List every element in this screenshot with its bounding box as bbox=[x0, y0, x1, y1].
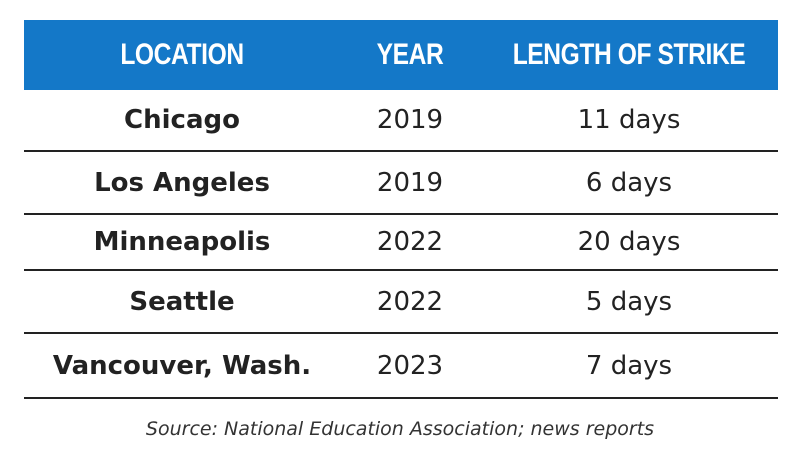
location-cell: Los Angeles bbox=[94, 167, 270, 198]
table-row: Los Angeles 2019 6 days bbox=[24, 152, 778, 215]
year-cell: 2019 bbox=[376, 167, 444, 198]
location-cell: Minneapolis bbox=[93, 227, 271, 257]
strike-table: LOCATION YEAR LENGTH OF STRIKE Chicago 2… bbox=[24, 20, 778, 399]
year-cell: 2023 bbox=[376, 350, 444, 381]
source-note: Source: National Education Association; … bbox=[145, 418, 655, 440]
table-header: LOCATION YEAR LENGTH OF STRIKE bbox=[24, 20, 778, 90]
header-cell-length: LENGTH OF STRIKE bbox=[480, 38, 778, 72]
header-label-location: LOCATION bbox=[120, 38, 244, 71]
length-cell: 5 days bbox=[585, 286, 673, 317]
year-cell: 2022 bbox=[376, 286, 444, 317]
location-cell: Vancouver, Wash. bbox=[52, 350, 312, 381]
year-cell: 2022 bbox=[376, 227, 444, 257]
header-cell-year: YEAR bbox=[340, 38, 480, 72]
table-row: Vancouver, Wash. 2023 7 days bbox=[24, 334, 778, 399]
table-row: Chicago 2019 11 days bbox=[24, 90, 778, 152]
length-cell: 7 days bbox=[585, 350, 673, 381]
table-row: Seattle 2022 5 days bbox=[24, 271, 778, 334]
length-cell: 6 days bbox=[585, 167, 673, 198]
length-cell: 11 days bbox=[577, 105, 681, 135]
location-cell: Seattle bbox=[129, 286, 235, 317]
location-cell: Chicago bbox=[124, 105, 240, 135]
header-label-year: YEAR bbox=[376, 38, 444, 71]
table-row: Minneapolis 2022 20 days bbox=[24, 215, 778, 271]
header-cell-location: LOCATION bbox=[24, 38, 340, 72]
table-body: Chicago 2019 11 days Los Angeles 2019 6 … bbox=[24, 90, 778, 399]
length-cell: 20 days bbox=[577, 227, 681, 257]
header-label-length: LENGTH OF STRIKE bbox=[512, 38, 746, 71]
year-cell: 2019 bbox=[376, 105, 444, 135]
